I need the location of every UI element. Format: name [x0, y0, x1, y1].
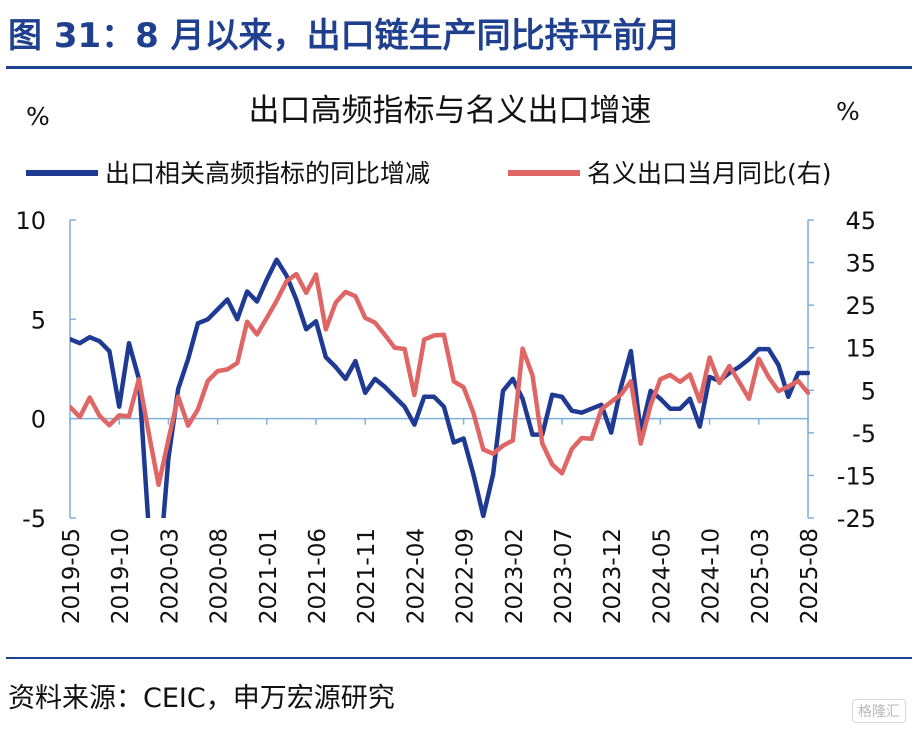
right-tick-label: 15 — [845, 335, 876, 363]
left-tick-label: -5 — [22, 505, 46, 533]
right-tick-label: 45 — [845, 207, 876, 235]
x-tick-label: 2021-01 — [256, 528, 282, 624]
left-tick-label: 0 — [31, 406, 46, 434]
right-axis-unit: % — [836, 97, 860, 126]
x-tick-label: 2019-10 — [108, 528, 134, 624]
x-tick-label: 2022-04 — [403, 528, 429, 624]
x-tick-label: 2023-12 — [600, 528, 626, 624]
x-tick-label: 2020-03 — [157, 528, 183, 624]
x-tick-label: 2021-11 — [354, 528, 380, 624]
right-tick-label: -25 — [837, 505, 876, 533]
right-tick-label: 25 — [845, 292, 876, 320]
plot-area — [70, 257, 810, 518]
x-tick-label: 2022-09 — [453, 528, 479, 624]
footer-rule — [6, 657, 912, 659]
legend: 出口相关高频指标的同比增减 名义出口当月同比(右) — [26, 159, 832, 188]
x-tick-label: 2025-08 — [797, 528, 823, 624]
left-tick-label: 10 — [15, 207, 46, 235]
legend-label-2: 名义出口当月同比(右) — [587, 159, 832, 188]
right-tick-label: -5 — [852, 420, 876, 448]
source-note: 资料来源：CEIC，申万宏源研究 — [8, 683, 395, 714]
series-line-high-frequency — [70, 257, 810, 518]
title-rule — [6, 66, 912, 69]
x-tick-label: 2023-02 — [502, 528, 528, 624]
x-axis: 2019-05 2019-10 2020-03 2020-08 2021-01 2021-… — [59, 417, 823, 624]
left-axis: -5 0 5 10 — [15, 207, 76, 533]
x-tick-label: 2019-05 — [59, 528, 85, 624]
right-tick-label: 5 — [861, 377, 876, 405]
left-tick-label: 5 — [31, 306, 46, 334]
right-tick-label: 35 — [845, 250, 876, 278]
x-tick-label: 2024-10 — [699, 528, 725, 624]
x-tick-label: 2025-03 — [748, 528, 774, 624]
figure-title: 图 31：8 月以来，出口链生产同比持平前月 — [8, 16, 681, 56]
left-axis-unit: % — [26, 102, 50, 131]
series-line-nominal-exports — [70, 271, 810, 488]
legend-label-1: 出口相关高频指标的同比增减 — [105, 159, 430, 188]
x-tick-label: 2020-08 — [207, 528, 233, 624]
right-tick-label: -15 — [837, 462, 876, 490]
x-tick-label: 2024-05 — [649, 528, 675, 624]
chart: 出口高频指标与名义出口增速 % % 出口相关高频指标的同比增减 名义出口当月同比… — [15, 93, 876, 624]
x-tick-label: 2023-07 — [551, 528, 577, 624]
chart-title: 出口高频指标与名义出口增速 — [249, 93, 652, 129]
x-tick-label: 2021-06 — [305, 528, 331, 624]
right-axis: -25 -15 -5 5 15 25 35 45 — [807, 207, 876, 533]
series-group — [70, 257, 810, 518]
watermark: 格隆汇 — [852, 699, 906, 723]
